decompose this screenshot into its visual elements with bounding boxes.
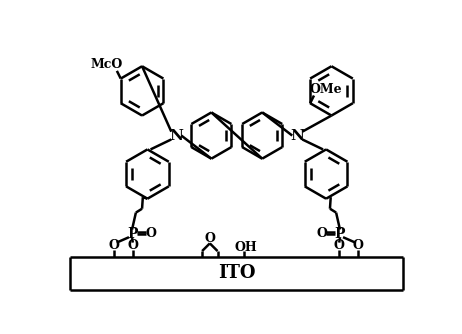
Text: N: N bbox=[169, 129, 183, 143]
Text: O: O bbox=[109, 239, 120, 252]
Text: N: N bbox=[291, 129, 304, 143]
Text: McO: McO bbox=[91, 58, 123, 71]
Text: OMe: OMe bbox=[309, 83, 342, 96]
Text: O: O bbox=[204, 232, 215, 245]
Text: OH: OH bbox=[235, 241, 257, 254]
Text: P: P bbox=[334, 227, 345, 241]
Text: O: O bbox=[352, 239, 363, 252]
Text: O: O bbox=[316, 227, 327, 240]
Text: O: O bbox=[145, 227, 156, 240]
Text: ITO: ITO bbox=[218, 265, 255, 282]
Text: O: O bbox=[128, 239, 138, 252]
Text: O: O bbox=[334, 239, 345, 252]
Text: P: P bbox=[127, 227, 137, 241]
